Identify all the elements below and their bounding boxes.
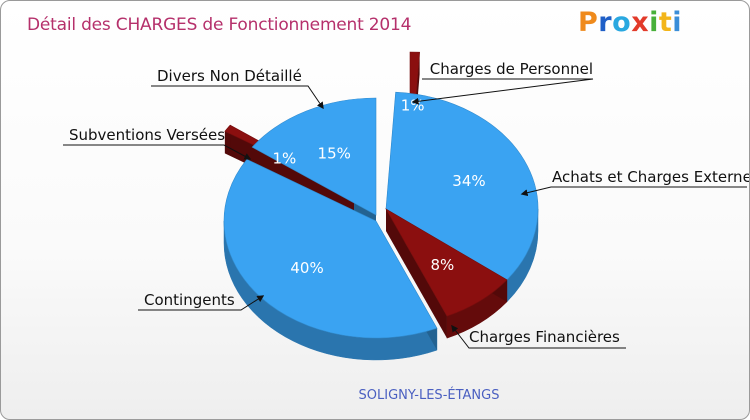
callout-line <box>520 186 747 197</box>
chart-title: Détail des CHARGES de Fonctionnement 201… <box>27 15 412 35</box>
proxiti-logo[interactable]: Proxiti <box>578 7 683 38</box>
pie-percent-label: 34% <box>452 172 485 190</box>
pie-percent-labels: 1% 34% 8% 40% 1% 15% <box>272 97 485 277</box>
slice-category-label: Achats et Charges Externes <box>552 168 750 186</box>
callout-line <box>411 78 594 105</box>
pie-callouts: Charges de Personnel Achats et Charges Ex… <box>63 60 750 349</box>
callout-line <box>151 85 324 110</box>
commune-name: SOLIGNY-LES-ÉTANGS <box>359 387 500 403</box>
pie-slice[interactable] <box>385 91 539 281</box>
slice-category-label: Divers Non Détaillé <box>157 67 302 85</box>
slice-category-label: Charges de Personnel <box>430 60 593 78</box>
pie-percent-label: 1% <box>272 149 296 167</box>
pie-percent-label: 1% <box>401 97 425 115</box>
pie-tops <box>223 51 539 339</box>
callout-line <box>138 295 265 311</box>
pie-slice[interactable] <box>251 97 377 216</box>
slice-category-label: Charges Financières <box>469 328 620 346</box>
pie-percent-label: 8% <box>430 256 454 274</box>
slice-category-label: Contingents <box>144 291 235 309</box>
slice-category-label: Subventions Versées <box>69 126 225 144</box>
pie-percent-label: 40% <box>290 259 323 277</box>
pie-slice[interactable] <box>385 208 508 317</box>
pie-slice-cut <box>386 209 447 339</box>
callout-line <box>451 324 626 349</box>
callout-line <box>63 144 252 160</box>
pie-percent-label: 15% <box>318 145 351 163</box>
